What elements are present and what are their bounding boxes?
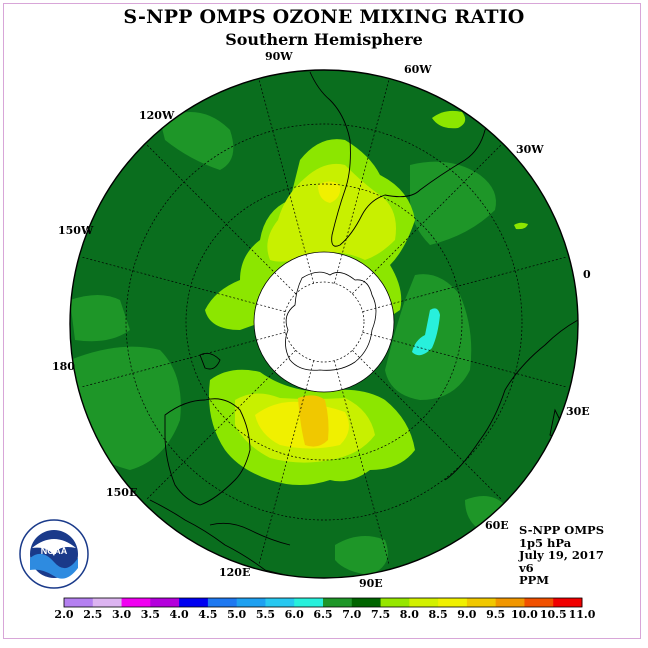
colorbar-swatch <box>179 598 209 607</box>
contour-6-0-ne-blob <box>432 110 466 129</box>
lon-label-90w: 90W <box>265 50 293 63</box>
meridian-line <box>362 256 568 312</box>
colorbar-tick-label: 8.5 <box>428 608 448 621</box>
contour-6-0-dot <box>514 222 528 230</box>
colorbar-tick-label: 2.0 <box>54 608 74 621</box>
colorbar-swatch <box>265 598 295 607</box>
colorbar-tick-label: 6.5 <box>313 608 333 621</box>
colorbar-swatch <box>409 598 439 607</box>
map-title: S-NPP OMPS OZONE MIXING RATIO <box>123 6 525 28</box>
colorbar-swatch <box>553 598 583 607</box>
colorbar-tick-label: 10.5 <box>539 608 567 621</box>
colorbar-tick-label: 3.0 <box>111 608 132 621</box>
noaa-logo-text: NOAA <box>41 546 68 556</box>
lon-label-60w: 60W <box>404 63 432 76</box>
lon-label-180: 180 <box>52 360 75 373</box>
meridian-line <box>80 256 286 312</box>
colorbar-tick-label: 5.5 <box>255 608 275 621</box>
meridian-line <box>352 143 503 294</box>
colorbar-swatch <box>438 598 468 607</box>
coast-southeast-asia <box>149 499 301 578</box>
contour-6-0-north <box>160 112 234 170</box>
lon-label-60e: 60E <box>485 519 509 532</box>
colorbar-swatch <box>466 598 497 607</box>
meridians <box>80 78 568 566</box>
meridian-line <box>145 350 296 501</box>
lon-label-150e: 150E <box>106 486 138 499</box>
product-info: S-NPP OMPS 1p5 hPa July 19, 2017 v6 PPM <box>519 524 604 587</box>
colorbar-tick-label: 6.0 <box>284 608 304 621</box>
info-units: PPM <box>519 573 550 587</box>
contour-6-0-south <box>335 536 388 575</box>
colorbar-tick-label: 7.0 <box>342 608 362 621</box>
colorbar-tick-label: 5.0 <box>227 608 247 621</box>
lon-label-0: 0 <box>583 268 591 281</box>
colorbar-tick-label: 7.5 <box>370 608 391 621</box>
meridian-line <box>352 350 503 501</box>
colorbar-tick-label: 4.0 <box>169 608 189 621</box>
meridian-line <box>362 332 568 388</box>
coast-indonesia <box>209 522 291 546</box>
meridian-line <box>258 360 314 566</box>
lon-label-150w: 150W <box>58 224 94 237</box>
image-frame <box>3 3 641 639</box>
lon-label-120e: 120E <box>219 566 251 579</box>
colorbar-swatch <box>121 598 151 607</box>
noaa-logo: NOAA <box>19 519 89 589</box>
lon-label-120w: 120W <box>139 109 175 122</box>
colorbar-tick-label: 4.5 <box>198 608 218 621</box>
colorbar-swatch <box>236 598 266 607</box>
colorbar-swatch <box>495 598 525 607</box>
map-subtitle: Southern Hemisphere <box>225 30 423 49</box>
contour-5-5-east <box>412 308 440 356</box>
contour-8-5-core <box>298 395 329 447</box>
colorbar-swatch <box>323 598 353 607</box>
coast-south-america <box>309 71 486 247</box>
meridian-line <box>258 78 314 284</box>
colorbar-swatch <box>351 598 382 607</box>
colorbar-swatch <box>294 598 324 607</box>
colorbar-swatch <box>92 598 123 607</box>
contour-6-0-northeast <box>410 161 496 245</box>
meridian-line <box>80 332 286 388</box>
info-version: v6 <box>519 560 534 575</box>
map-boundary <box>69 69 579 579</box>
colorbar-swatch <box>380 598 410 607</box>
latitude-circles <box>125 123 523 521</box>
contour-6-0-west <box>70 295 130 342</box>
colorbar-tick-label: 9.5 <box>486 608 506 621</box>
info-date: July 19, 2017 <box>519 548 604 562</box>
colorbar-tick-label: 2.5 <box>83 608 103 621</box>
colorbar-tick-label: 3.5 <box>140 608 160 621</box>
colorbar-swatch <box>207 598 238 607</box>
meridian-line <box>334 78 390 284</box>
colorbar-swatch <box>524 598 554 607</box>
coast-australia <box>164 398 251 506</box>
contour-7-5-north <box>267 163 396 262</box>
info-instrument: S-NPP OMPS <box>519 523 605 537</box>
colorbar-tick-label: 9.0 <box>457 608 477 621</box>
meridian-line <box>334 360 390 566</box>
coast-africa <box>444 319 578 481</box>
colorbar-tick-label: 8.0 <box>399 608 419 621</box>
lon-label-30w: 30W <box>516 143 544 156</box>
colorbar-tick-label: 10.0 <box>511 608 538 621</box>
colorbar-swatch <box>150 598 180 607</box>
lon-label-30e: 30E <box>566 405 590 418</box>
info-pressure-level: 1p5 hPa <box>519 535 572 550</box>
meridian-line <box>145 143 296 294</box>
coast-antarctica <box>285 271 377 371</box>
colorbar-swatch <box>64 598 94 607</box>
contour-8-0-north <box>318 181 341 203</box>
ozone-contours <box>70 110 528 575</box>
lon-label-90e: 90E <box>359 577 383 590</box>
colorbar-tick-label: 11.0 <box>568 608 596 621</box>
